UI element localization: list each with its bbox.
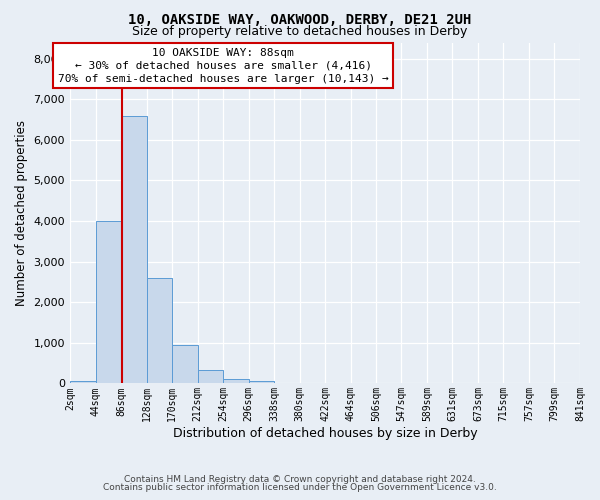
Bar bbox=[197, 370, 223, 384]
Text: 10, OAKSIDE WAY, OAKWOOD, DERBY, DE21 2UH: 10, OAKSIDE WAY, OAKWOOD, DERBY, DE21 2U… bbox=[128, 12, 472, 26]
Y-axis label: Number of detached properties: Number of detached properties bbox=[15, 120, 28, 306]
X-axis label: Distribution of detached houses by size in Derby: Distribution of detached houses by size … bbox=[173, 427, 478, 440]
Text: Size of property relative to detached houses in Derby: Size of property relative to detached ho… bbox=[133, 25, 467, 38]
Bar bbox=[172, 345, 197, 384]
Text: Contains HM Land Registry data © Crown copyright and database right 2024.: Contains HM Land Registry data © Crown c… bbox=[124, 475, 476, 484]
Bar bbox=[70, 380, 95, 384]
Bar bbox=[223, 378, 249, 384]
Bar bbox=[249, 381, 274, 384]
Bar bbox=[121, 116, 146, 384]
Bar bbox=[95, 221, 121, 384]
Bar bbox=[146, 278, 172, 384]
Text: Contains public sector information licensed under the Open Government Licence v3: Contains public sector information licen… bbox=[103, 484, 497, 492]
Text: 10 OAKSIDE WAY: 88sqm
← 30% of detached houses are smaller (4,416)
70% of semi-d: 10 OAKSIDE WAY: 88sqm ← 30% of detached … bbox=[58, 48, 388, 84]
